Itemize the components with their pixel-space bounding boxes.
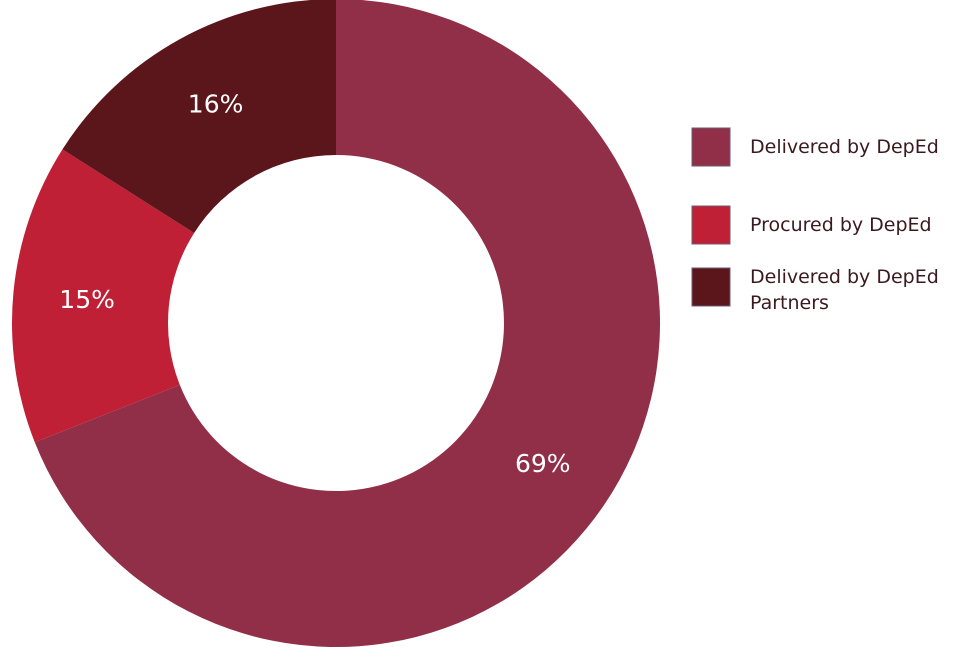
legend: Delivered by DepEd Procured by DepEd Deliv… [691,127,939,314]
slice-delivered-by-deped-partners [62,0,336,233]
legend-label-delivered-by-deped-partners-line-2: Partners [750,292,829,314]
slice-label-delivered-by-deped: 69% [515,449,571,478]
slice-labels: 69% 15% 16% [59,89,570,478]
legend-swatch-delivered-by-deped [691,127,731,167]
legend-label-procured-by-deped: Procured by DepEd [750,214,932,236]
slice-label-procured-by-deped: 15% [59,285,115,314]
legend-swatch-procured-by-deped [691,205,731,245]
slice-label-delivered-by-deped-partners: 16% [188,89,244,118]
legend-label-delivered-by-deped-partners-line-1: Delivered by DepEd [750,266,939,288]
legend-label-delivered-by-deped: Delivered by DepEd [750,136,939,158]
donut-slices [11,0,660,647]
slice-procured-by-deped [11,149,195,443]
legend-swatch-delivered-by-deped-partners [691,267,731,307]
slice-delivered-by-deped [34,0,660,647]
